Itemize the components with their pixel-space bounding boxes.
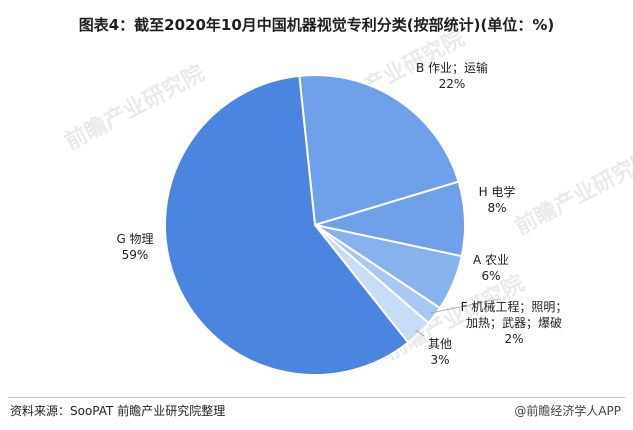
slice-value-label: 8%: [487, 201, 506, 215]
slice-category-label: F 机械工程；照明；: [461, 299, 568, 314]
slice-category-label: H 电学: [479, 184, 516, 199]
pie-slice: [164, 74, 410, 376]
leader-lines: [415, 298, 499, 337]
watermark-text: 前瞻产业研究院: [511, 145, 633, 240]
slice-category-label: B 作业；运输: [416, 60, 488, 75]
leader-line: [415, 329, 425, 337]
footer-divider: [8, 397, 625, 398]
slice-category-label: 加热；武器；爆破: [466, 315, 562, 330]
pie-slice: [298, 74, 460, 227]
brand-credit: @前瞻经济学人APP: [514, 404, 621, 418]
slice-value-label: 3%: [430, 353, 449, 367]
pie-slices: [164, 74, 466, 376]
slice-value-label: 59%: [122, 248, 149, 262]
slice-category-label: A 农业: [473, 253, 509, 267]
slice-value-label: 2%: [504, 332, 523, 346]
slice-category-label: G 物理: [116, 232, 153, 246]
slice-labels: B 作业；运输 22% H 电学 8% A 农业 6% F 机械工程；照明；加热；武器；爆破…: [116, 60, 567, 367]
source-note: 资料来源：SooPAT 前瞻产业研究院整理: [10, 404, 226, 418]
chart-title: 图表4：截至2020年10月中国机器视觉专利分类(按部统计)(单位：%): [78, 16, 555, 34]
leader-line: [430, 298, 499, 314]
slice-value-label: 6%: [481, 269, 500, 283]
slice-value-label: 22%: [439, 77, 466, 91]
slice-category-label: 其他: [428, 337, 452, 351]
watermark-text: 前瞻产业研究院: [61, 60, 209, 155]
